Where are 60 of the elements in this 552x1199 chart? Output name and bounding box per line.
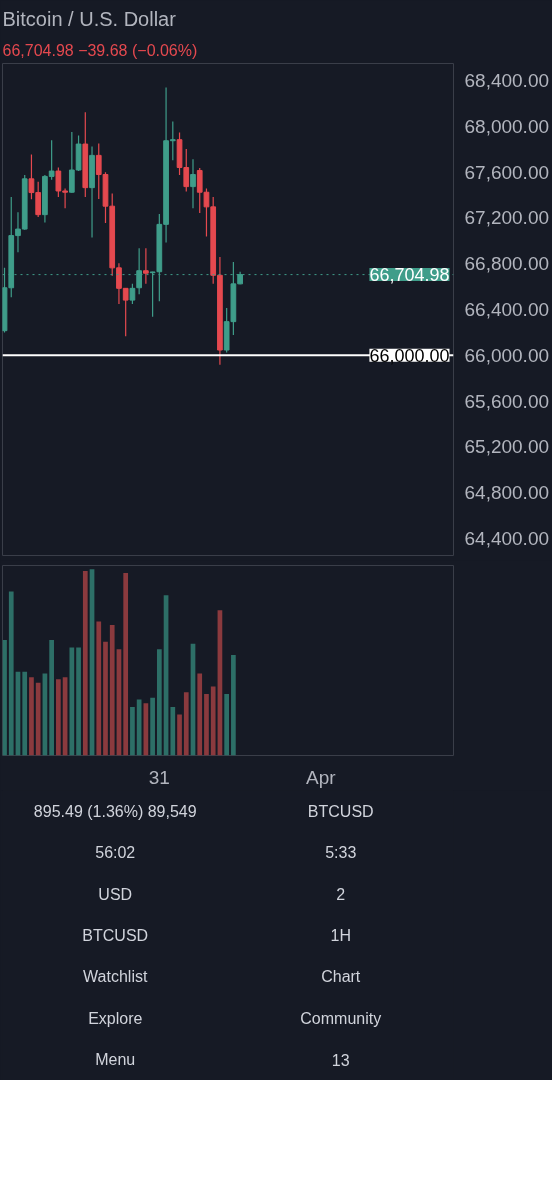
text: 56:02 [95, 844, 136, 862]
x-tick-label: Apr [306, 766, 337, 788]
bar [177, 714, 182, 756]
y-tick-label: 65,600.00 [464, 390, 550, 412]
bar [224, 694, 230, 756]
y-tick-label: 66,800.00 [464, 253, 550, 275]
y-tick-label: 64,800.00 [464, 482, 550, 504]
bar [156, 649, 162, 756]
y-tick-label: 66,400.00 [464, 299, 550, 320]
bar [123, 572, 129, 756]
bar [204, 694, 209, 756]
bar [22, 671, 28, 756]
y-tick-label: 64,400.00 [464, 527, 550, 549]
bar [183, 692, 189, 756]
text: Community [300, 1009, 382, 1027]
y-tick-label: 65,200.00 [464, 436, 550, 458]
bar [136, 699, 142, 756]
text: Menu [95, 1051, 136, 1069]
text: USD [98, 885, 133, 903]
ref-line-label: 66,704.98 [369, 265, 450, 286]
y-tick-label: 68,400.00 [464, 70, 550, 92]
text: 1H [330, 927, 351, 944]
bar [210, 686, 216, 756]
bar [8, 591, 14, 756]
y-tick-label: 67,200.00 [464, 207, 550, 229]
bar [29, 677, 34, 756]
bar [2, 640, 7, 756]
bar [197, 673, 203, 756]
candlestick [129, 283, 136, 305]
bar [82, 571, 88, 756]
bar [231, 654, 236, 756]
bar [170, 707, 176, 756]
text: Chart [321, 968, 361, 986]
x-tick-label: 31 [148, 766, 170, 788]
bar [150, 697, 155, 756]
ref-line-label: 66,000.00 [369, 345, 450, 366]
bar [103, 641, 108, 756]
bar [130, 707, 135, 756]
text: 5:33 [325, 844, 357, 862]
candlestick [143, 247, 149, 285]
bar [35, 682, 41, 756]
chart-title: Bitcoin / U.S. Dollar [2, 7, 177, 30]
candlestick [190, 158, 196, 209]
text: 13 [331, 1051, 350, 1069]
bar [49, 640, 54, 756]
text: Explore [88, 1009, 143, 1027]
y-tick-label: 67,600.00 [464, 161, 550, 183]
bar [76, 647, 81, 756]
y-tick-label: 68,000.00 [464, 115, 550, 137]
bar [69, 647, 75, 756]
text: Watchlist [83, 968, 148, 986]
y-tick-label: 66,000.00 [464, 344, 550, 366]
text: BTCUSD [82, 927, 149, 944]
bar [96, 621, 102, 756]
bar [109, 625, 115, 756]
chart-subtitle: 66,704.98 −39.68 (−0.06%) [2, 41, 198, 59]
text: BTCUSD [307, 802, 374, 820]
bar [56, 679, 61, 756]
text: 895.49 (1.36%) 89,549 [33, 802, 197, 820]
text: 2 [336, 886, 346, 904]
